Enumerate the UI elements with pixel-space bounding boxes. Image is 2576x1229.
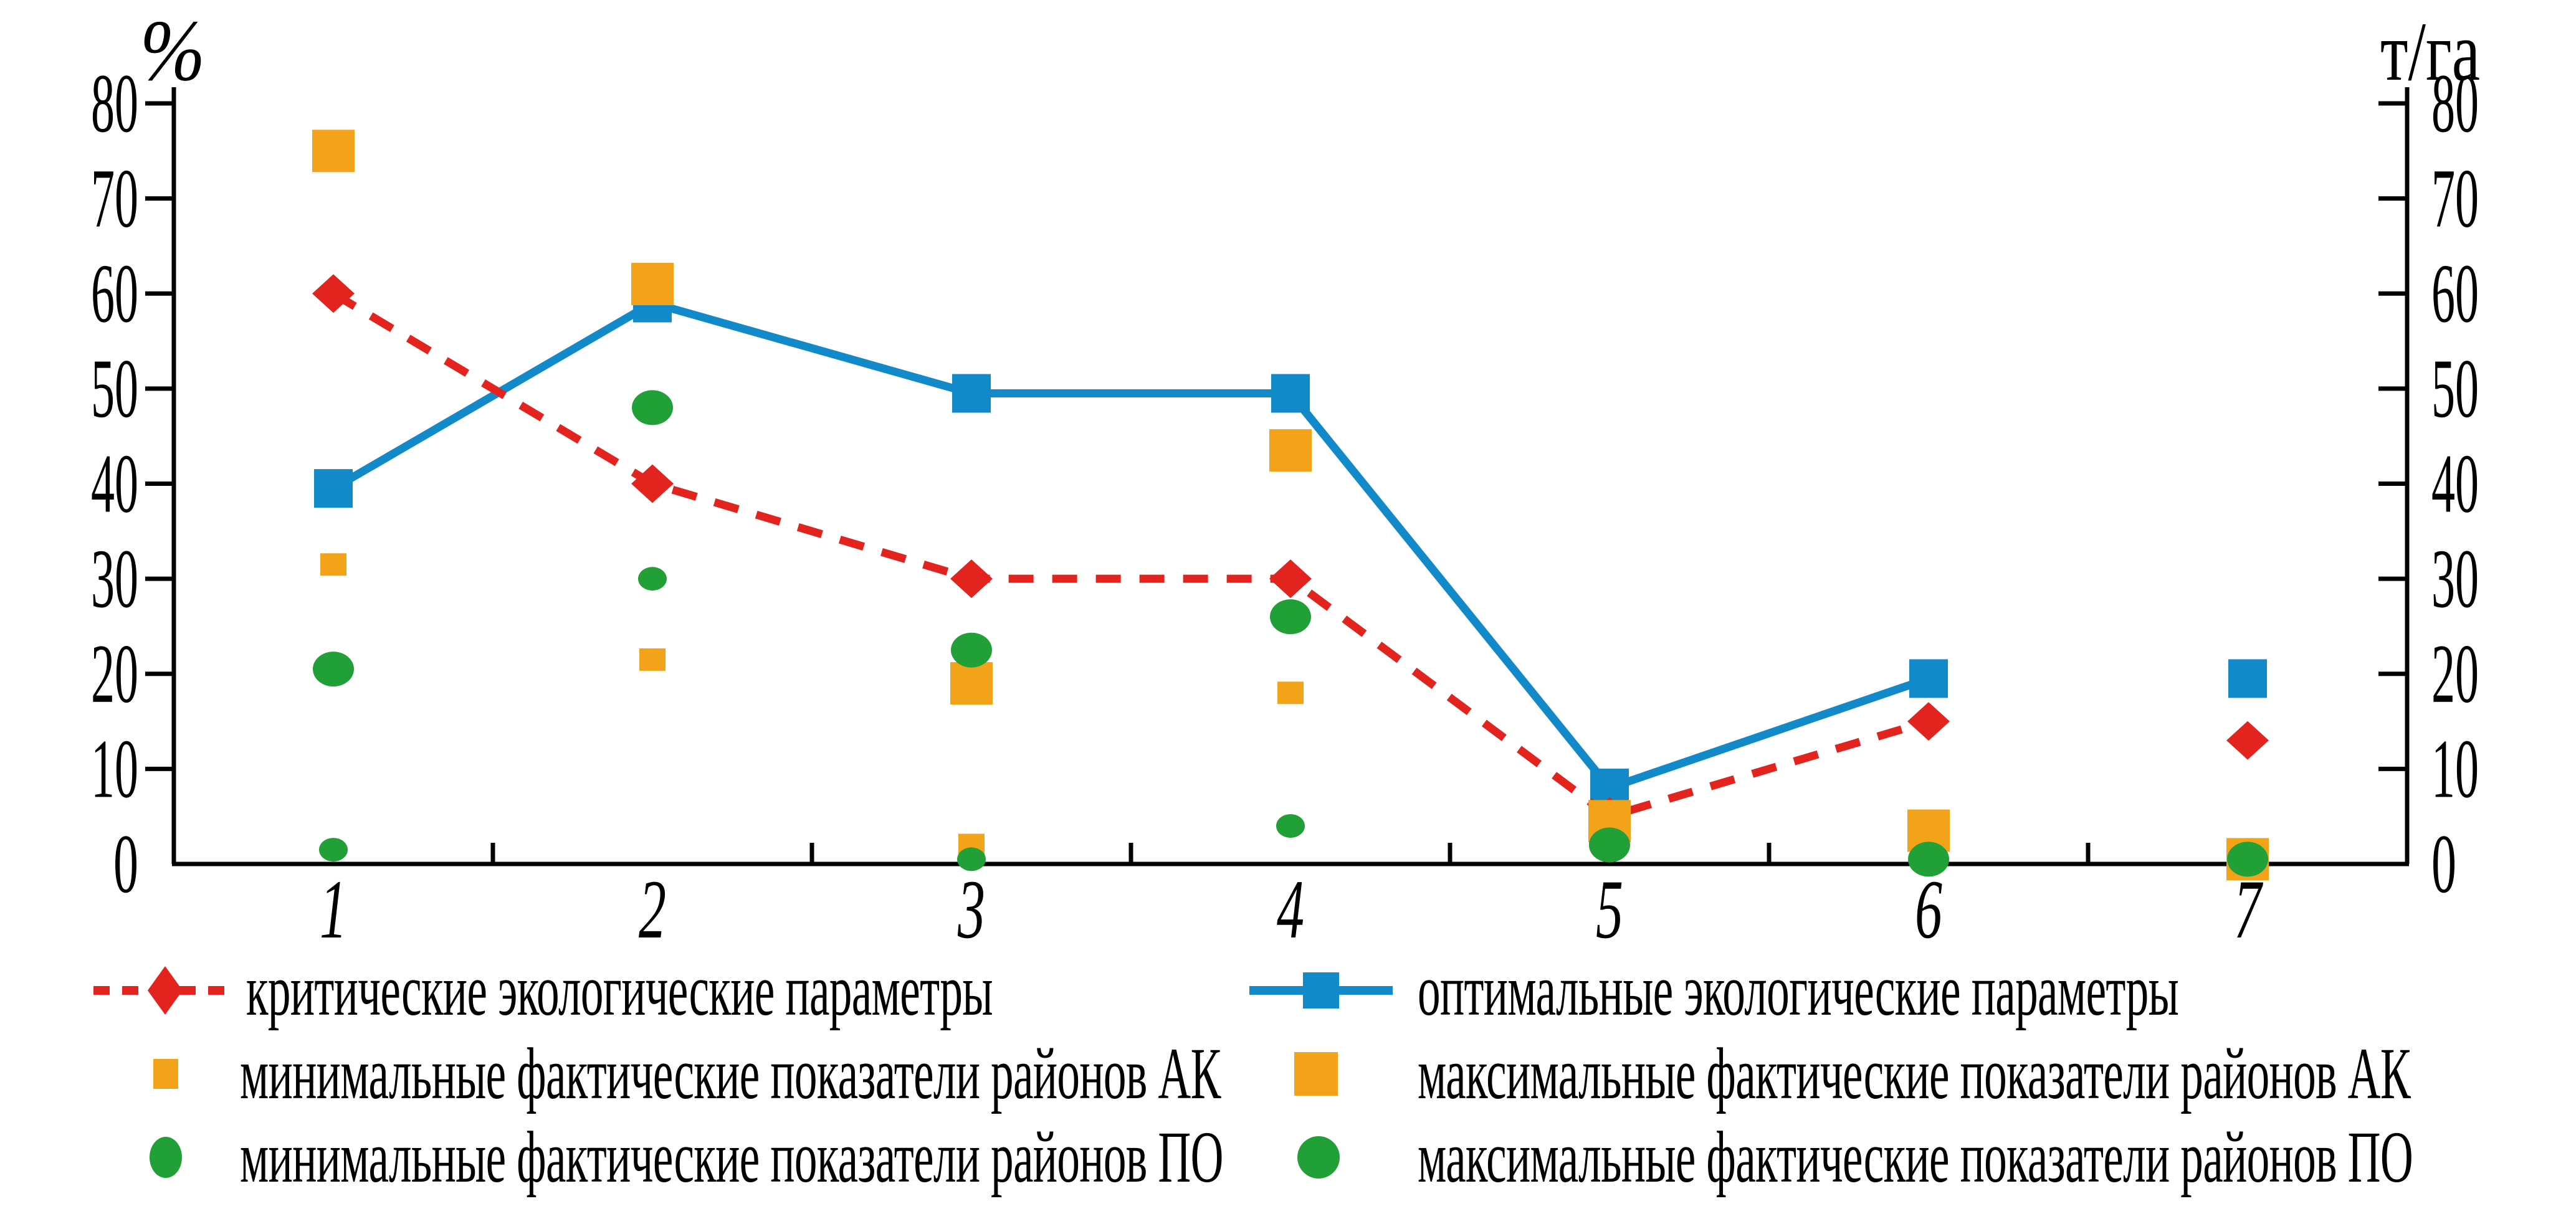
orange-small-square-swatch-icon xyxy=(153,1059,178,1089)
green-large-circle-swatch-icon xyxy=(1297,1136,1340,1179)
left-axis-tick-label: 0 xyxy=(113,818,138,911)
right-axis-tick-label: 10 xyxy=(2431,723,2479,815)
legend-label-optimal-params: оптимальные экологические параметры xyxy=(1418,949,2179,1031)
left-axis-tick-label: 40 xyxy=(91,438,138,531)
left-axis-tick-label: 80 xyxy=(91,57,138,150)
right-axis-tick-label: 40 xyxy=(2431,438,2479,531)
right-axis-tick-label: 70 xyxy=(2431,153,2479,245)
legend-item-critical-params: критические экологические параметры xyxy=(93,947,1450,1034)
legend-item-optimal-params: оптимальные экологические параметры xyxy=(1249,947,2576,1034)
series-0 xyxy=(312,274,2269,836)
legend-item-min-ak: минимальные фактические показатели район… xyxy=(143,1030,1821,1117)
right-axis-tick-label: 30 xyxy=(2431,533,2479,625)
right-axis-tick-label: 50 xyxy=(2431,343,2479,435)
left-axis-tick-label: 30 xyxy=(91,533,138,625)
blue-line-square-swatch-icon xyxy=(1249,972,1393,1008)
legend-item-min-po: минимальные фактические показатели район… xyxy=(143,1114,1826,1201)
series-4 xyxy=(319,567,2262,871)
legend-item-max-po: максимальные фактические показатели райо… xyxy=(1296,1114,2576,1201)
legend-label-max-po: максимальные фактические показатели райо… xyxy=(1418,1116,2413,1198)
right-axis-tick-label: 80 xyxy=(2431,57,2479,150)
legend-label-min-ak: минимальные фактические показатели район… xyxy=(240,1033,1221,1114)
orange-large-square-swatch-icon xyxy=(1294,1052,1338,1096)
legend-label-max-ak: максимальные фактические показатели райо… xyxy=(1418,1033,2411,1114)
legend-label-min-po: минимальные фактические показатели район… xyxy=(240,1116,1223,1198)
x-category-label: 2 xyxy=(639,863,666,947)
right-axis-tick-label: 20 xyxy=(2431,628,2479,721)
legend-label-critical-params: критические экологические параметры xyxy=(246,949,993,1031)
left-axis-tick-label: 10 xyxy=(91,723,138,815)
series-3 xyxy=(312,130,2269,881)
left-axis-unit-label: % xyxy=(140,2,206,99)
x-category-label: 6 xyxy=(1915,863,1942,947)
red-dashed-diamond-swatch-icon xyxy=(93,966,237,1015)
green-small-circle-swatch-icon xyxy=(150,1137,182,1178)
right-axis-tick-label: 0 xyxy=(2431,818,2456,911)
right-axis-tick-label: 60 xyxy=(2431,247,2479,340)
x-category-label: 5 xyxy=(1596,863,1623,947)
legend-item-max-ak: максимальные фактические показатели райо… xyxy=(1294,1030,2576,1117)
left-axis-tick-label: 20 xyxy=(91,628,138,721)
x-category-label: 3 xyxy=(957,863,985,947)
x-category-label: 1 xyxy=(320,863,347,947)
right-axis-unit-label: т/га xyxy=(2380,6,2480,98)
left-axis-tick-label: 50 xyxy=(91,343,138,435)
left-axis-tick-label: 60 xyxy=(91,247,138,340)
x-category-label: 4 xyxy=(1277,863,1304,947)
left-axis-tick-label: 70 xyxy=(91,153,138,245)
series-1 xyxy=(314,283,2267,807)
